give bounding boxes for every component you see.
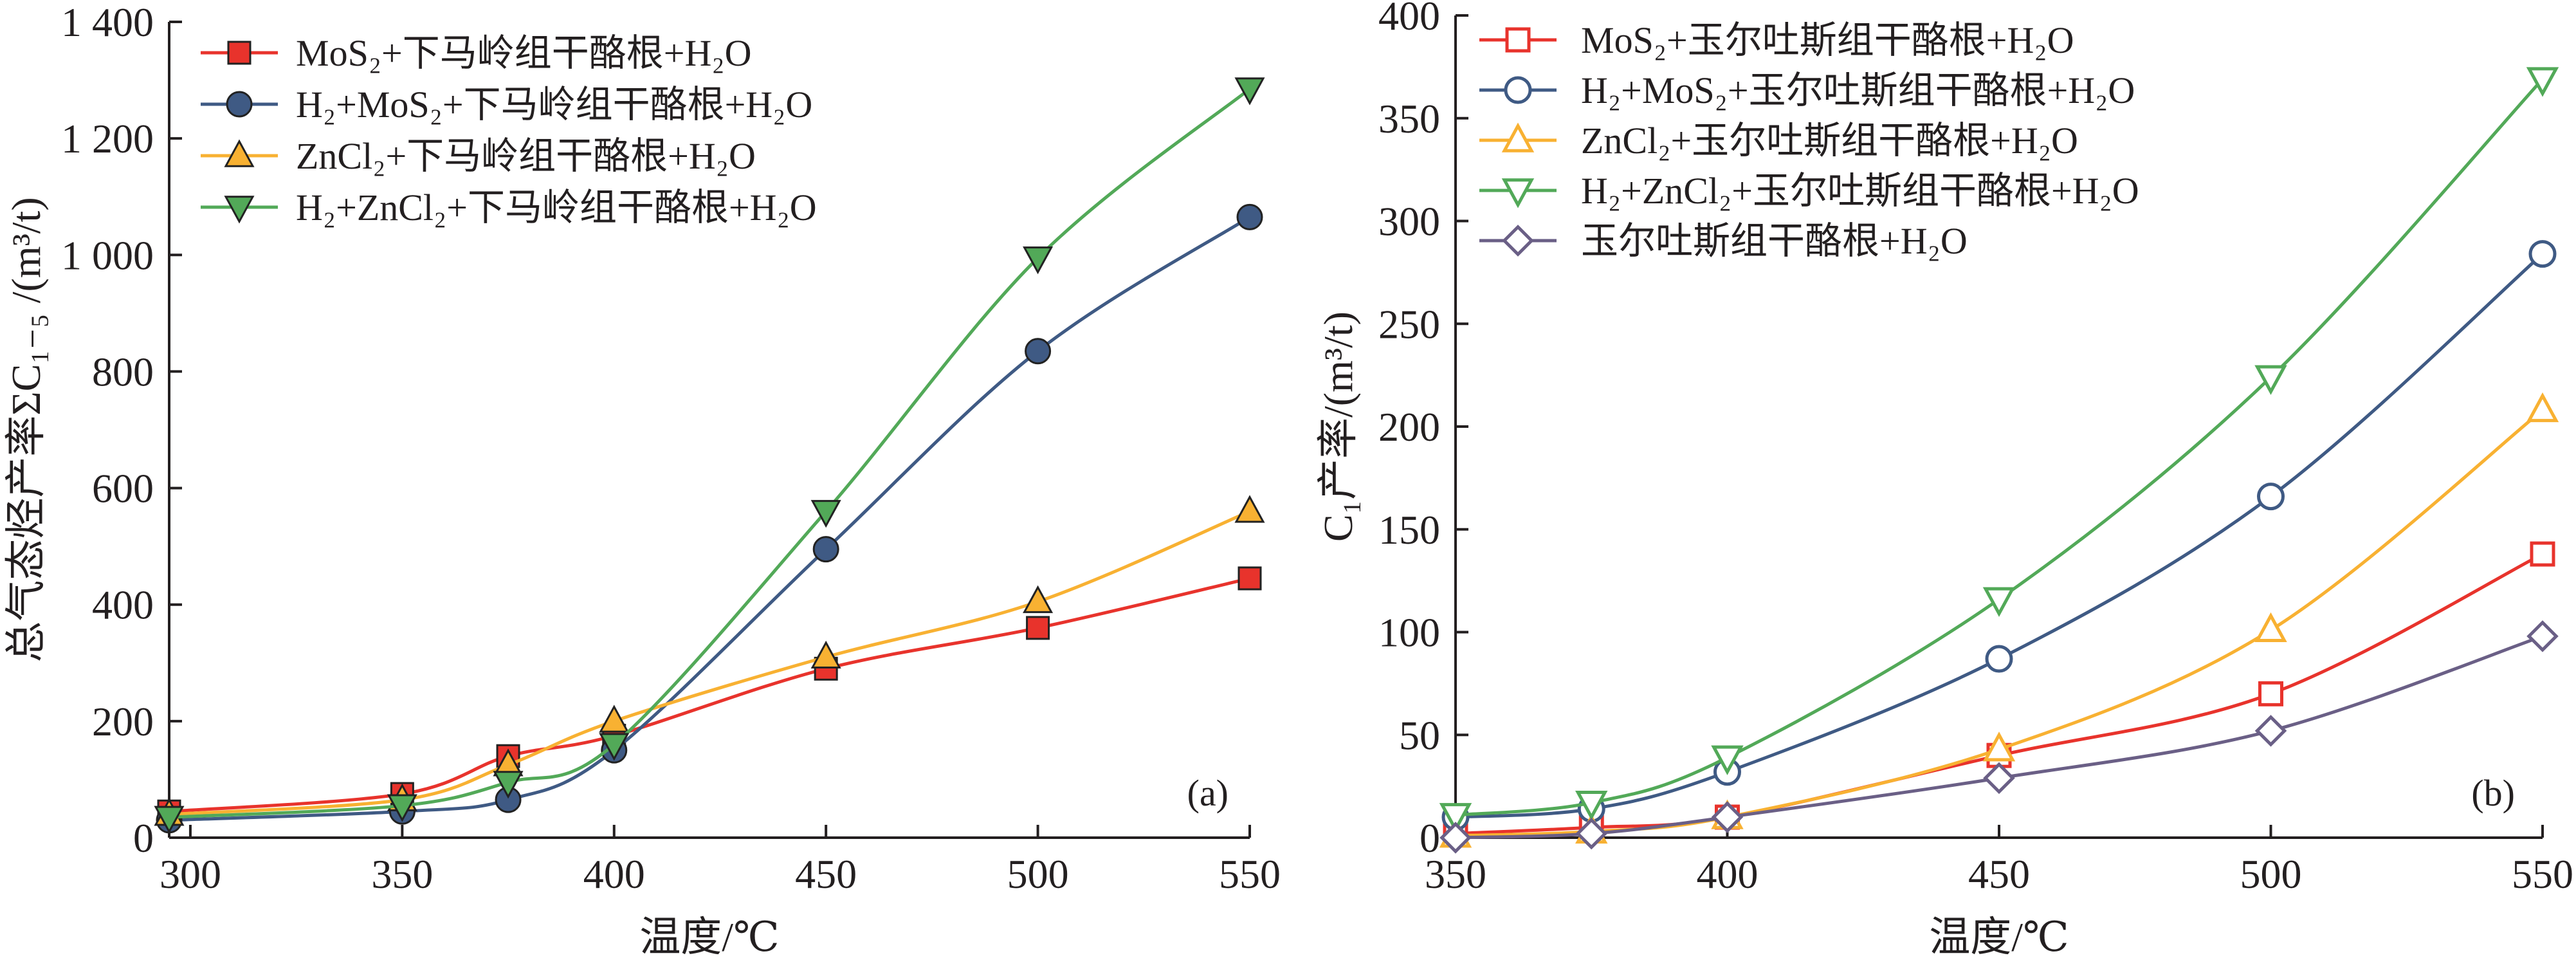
- x-tick-label: 550: [2512, 851, 2573, 897]
- legend-marker: [1502, 225, 1534, 257]
- y-tick-label: 200: [92, 699, 154, 744]
- data-point: [2254, 365, 2287, 395]
- y-tick-label: 0: [133, 815, 154, 861]
- data-point: [810, 640, 841, 668]
- data-point: [2526, 392, 2559, 423]
- y-tick-label: 350: [1378, 96, 1440, 142]
- legend-marker: [224, 139, 255, 167]
- data-point: [1439, 822, 1472, 854]
- data-point: [812, 536, 839, 563]
- data-point: [1982, 732, 2016, 762]
- y-tick-label: 1 200: [61, 116, 154, 161]
- x-tick-label: 350: [371, 851, 433, 897]
- data-point: [1238, 566, 1262, 591]
- data-point: [599, 705, 630, 733]
- data-point: [2528, 240, 2557, 268]
- data-point: [1575, 790, 1608, 821]
- data-point: [1575, 817, 1608, 850]
- legend-marker: [1505, 27, 1531, 53]
- data-point: [493, 771, 524, 799]
- data-point: [1234, 77, 1265, 106]
- legend-marker: [1501, 178, 1535, 208]
- series-line: [169, 216, 1251, 822]
- data-point: [1234, 495, 1265, 523]
- panel-label: (b): [2471, 772, 2515, 814]
- data-point: [2526, 67, 2559, 97]
- legend-label: H₂+ZnCl₂+下马岭组干酪根+H₂O: [296, 187, 817, 228]
- x-axis-label: 温度/℃: [639, 914, 779, 958]
- x-tick-label: 450: [795, 851, 857, 897]
- x-axis-label: 温度/℃: [1929, 914, 2069, 958]
- x-tick-label: 400: [583, 851, 645, 897]
- x-tick-label: 300: [160, 851, 221, 897]
- data-point: [1439, 803, 1472, 833]
- legend-label: MoS₂+玉尔吐斯组干酪根+H₂O: [1581, 19, 2074, 61]
- data-point: [2254, 612, 2287, 643]
- legend-label: H₂+MoS₂+下马岭组干酪根+H₂O: [296, 84, 812, 125]
- data-point: [599, 733, 630, 761]
- chart-panel-a: 0 200 400 600 800 1 000 1 200 1 400 300 350 400 450…: [3, 0, 1281, 958]
- y-axis-label: 总气态烃产率ΣC₁₋₅ /(m³/t): [3, 197, 49, 662]
- legend-marker: [227, 41, 251, 65]
- chart-panel-b: 0 50 100 150 200 250 300 350 400 350 400 450 500 550 温…: [1315, 0, 2573, 958]
- data-point: [2257, 483, 2285, 511]
- y-tick-label: 300: [1378, 199, 1440, 244]
- data-point: [1023, 246, 1054, 275]
- data-point: [1025, 338, 1052, 365]
- y-tick-label: 1 400: [61, 0, 154, 45]
- data-point: [1982, 587, 2016, 617]
- y-tick-label: 800: [92, 349, 154, 394]
- y-axis-label: C₁产率/(m³/t): [1315, 311, 1361, 542]
- panel-label: (a): [1187, 772, 1229, 814]
- x-tick-label: 550: [1219, 851, 1281, 897]
- data-point: [2530, 541, 2555, 567]
- data-point: [1023, 585, 1054, 613]
- legend-label: ZnCl₂+下马岭组干酪根+H₂O: [296, 135, 756, 177]
- y-tick-label: 50: [1399, 712, 1440, 758]
- x-tick-label: 350: [1425, 851, 1486, 897]
- y-tick-label: 1 000: [61, 232, 154, 278]
- data-point: [1711, 745, 1744, 775]
- legend-marker: [1504, 76, 1532, 104]
- y-tick-label: 400: [1378, 0, 1440, 39]
- y-tick-label: 200: [1378, 404, 1440, 450]
- legend-marker: [226, 91, 253, 118]
- legend-marker: [1501, 122, 1535, 152]
- x-tick-label: 500: [2240, 851, 2302, 897]
- y-tick-label: 0: [1420, 815, 1440, 861]
- legend-label: 玉尔吐斯组干酪根+H₂O: [1581, 220, 1968, 262]
- data-point: [2526, 620, 2559, 652]
- legend-label: ZnCl₂+玉尔吐斯组干酪根+H₂O: [1581, 120, 2078, 161]
- legend-label: H₂+MoS₂+玉尔吐斯组干酪根+H₂O: [1581, 69, 2135, 111]
- data-point: [154, 806, 185, 834]
- x-tick-label: 400: [1697, 851, 1758, 897]
- data-point: [1236, 203, 1263, 230]
- y-tick-label: 100: [1378, 610, 1440, 656]
- y-tick-label: 150: [1378, 507, 1440, 553]
- data-point: [1026, 616, 1050, 640]
- legend-marker: [224, 196, 255, 224]
- data-point: [810, 500, 841, 528]
- data-point: [2254, 715, 2287, 747]
- y-tick-label: 250: [1378, 301, 1440, 347]
- data-point: [2258, 681, 2283, 706]
- legend-label: H₂+ZnCl₂+玉尔吐斯组干酪根+H₂O: [1581, 170, 2139, 212]
- data-point: [387, 794, 417, 822]
- series-line: [169, 576, 1250, 813]
- data-point: [1711, 801, 1744, 833]
- data-point: [1985, 645, 2013, 673]
- x-tick-label: 500: [1007, 851, 1069, 897]
- y-tick-label: 600: [92, 466, 154, 511]
- legend-label: MoS₂+下马岭组干酪根+H₂O: [296, 32, 751, 74]
- data-point: [1983, 762, 2015, 795]
- x-tick-label: 450: [1968, 851, 2030, 897]
- y-tick-label: 400: [92, 582, 154, 628]
